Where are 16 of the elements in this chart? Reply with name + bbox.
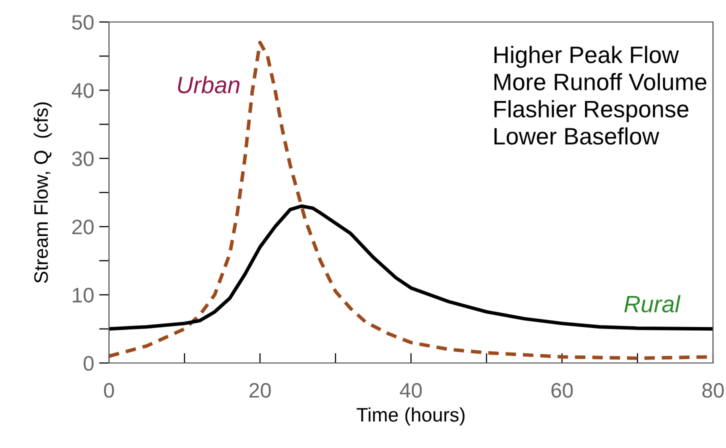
- y-tick-label: 30: [72, 151, 94, 166]
- y-tick-label: 20: [72, 220, 94, 234]
- x-tick-label: 40: [400, 382, 422, 398]
- y-tick-label: 10: [72, 288, 94, 303]
- series-label: Rural: [624, 295, 681, 312]
- x-tick-label: 60: [551, 382, 573, 398]
- y-tick-label: 50: [72, 15, 94, 30]
- x-tick-label: 80: [702, 382, 724, 398]
- y-tick-label: 0: [84, 356, 94, 371]
- y-axis-title: Stream Flow, Q (cfs): [34, 102, 52, 283]
- series-label: Urban: [178, 76, 240, 94]
- y-tick-label: 40: [72, 83, 94, 98]
- x-axis-title: Time (hours): [356, 407, 465, 426]
- x-tick-label: 0: [104, 382, 114, 398]
- x-tick-label: 20: [249, 382, 271, 398]
- annotation: Higher Peak Flow More Runoff Volume Flashier Response Lower Baseflow: [494, 46, 706, 145]
